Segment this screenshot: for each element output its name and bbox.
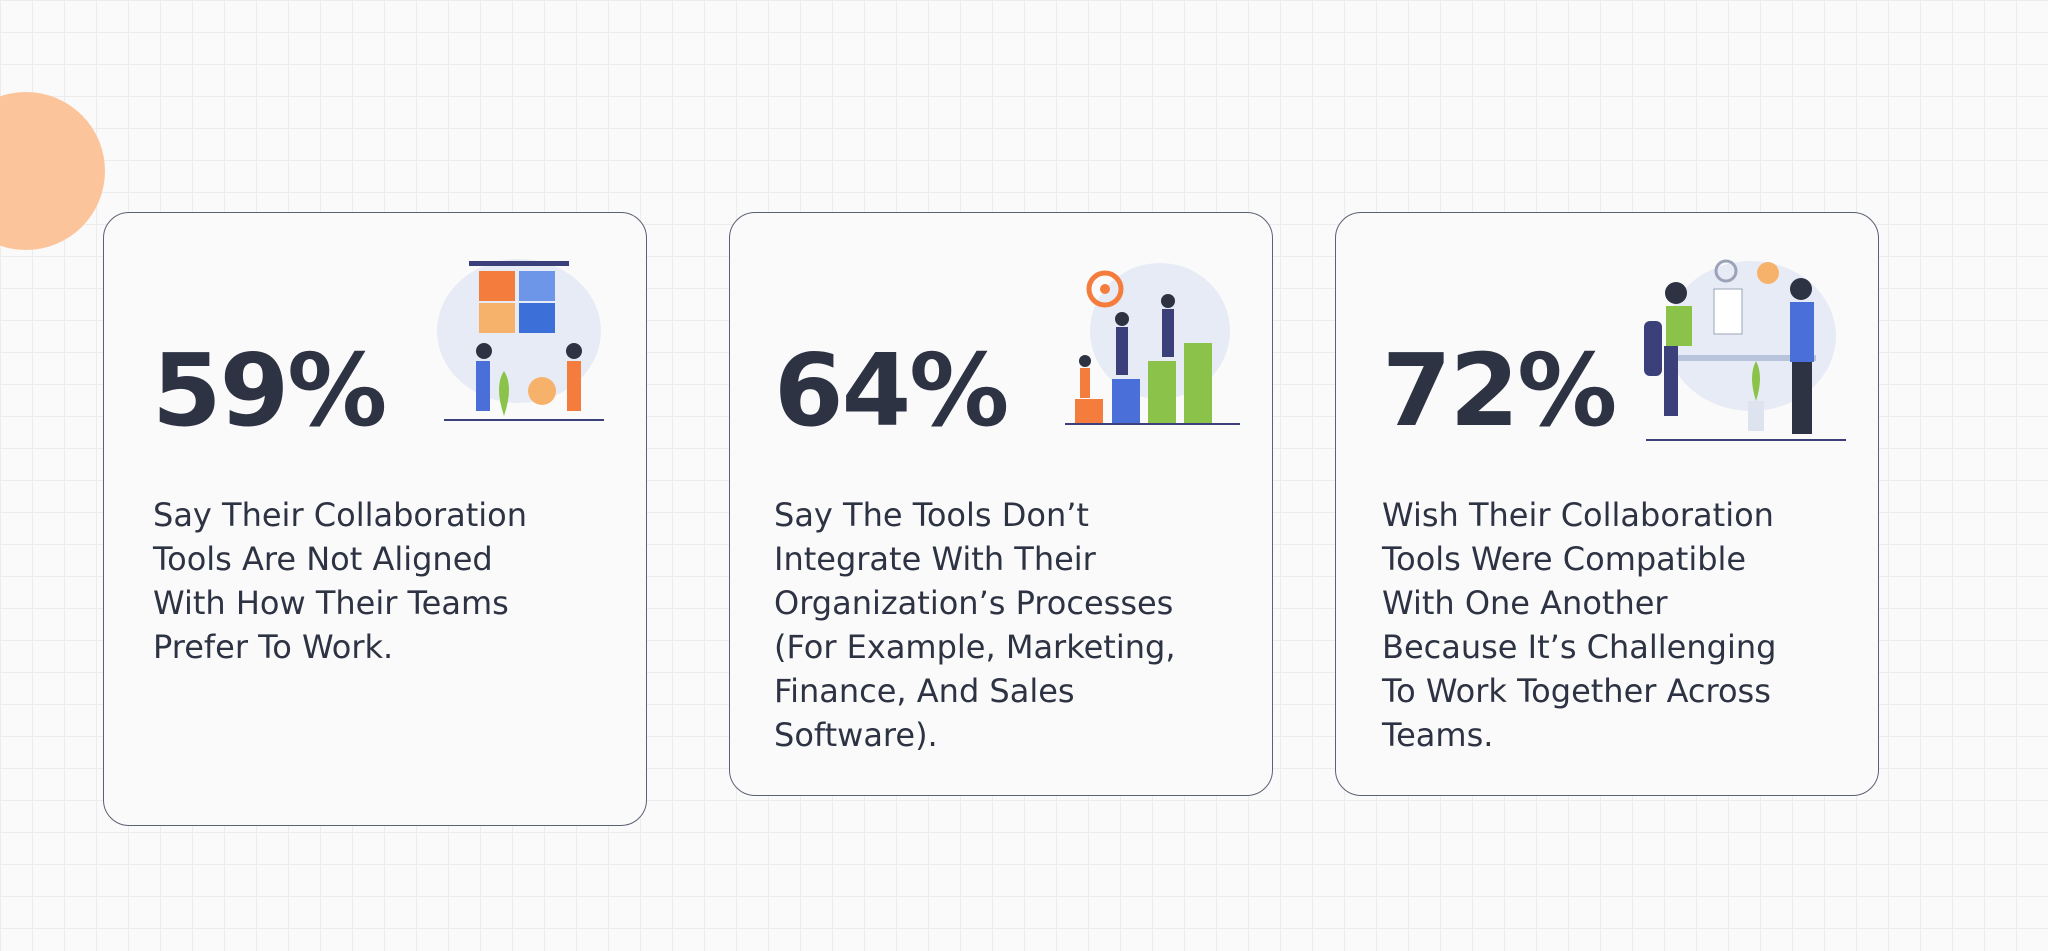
description-line: Organization’s Processes bbox=[774, 584, 1174, 622]
stat-value: 72% bbox=[1382, 332, 1617, 449]
description-line: Because It’s Challenging bbox=[1382, 628, 1777, 666]
stat-card: 59% Say Their Collaboration Tools Are Not… bbox=[103, 212, 647, 826]
stat-card: 72% Wish Their Collaboration Tools Were C… bbox=[1335, 212, 1879, 796]
illustration bbox=[1644, 259, 1846, 441]
stat-card: 64% Say The Tools Don’t Integrate With Th… bbox=[729, 212, 1273, 796]
stat-value: 64% bbox=[774, 332, 1009, 449]
description-line: Tools Are Not Aligned bbox=[153, 540, 493, 578]
description-line: With How Their Teams bbox=[153, 584, 509, 622]
stat-value: 59% bbox=[152, 332, 387, 449]
description-line: Teams. bbox=[1382, 716, 1494, 754]
stat-description: Say The Tools Don’t Integrate With Their O… bbox=[774, 493, 1175, 757]
description-line: With One Another bbox=[1382, 584, 1668, 622]
description-line: Prefer To Work. bbox=[153, 628, 394, 666]
description-line: Integrate With Their bbox=[774, 540, 1096, 578]
description-line: Wish Their Collaboration bbox=[1382, 496, 1774, 534]
description-line: (For Example, Marketing, bbox=[774, 628, 1176, 666]
description-line: Software). bbox=[774, 716, 938, 754]
description-line: To Work Together Across bbox=[1382, 672, 1771, 710]
description-line: Say Their Collaboration bbox=[153, 496, 528, 534]
illustration bbox=[437, 259, 604, 421]
stat-description: Say Their Collaboration Tools Are Not Ali… bbox=[153, 493, 527, 669]
description-line: Finance, And Sales bbox=[774, 672, 1075, 710]
illustration bbox=[1065, 263, 1240, 425]
stat-description: Wish Their Collaboration Tools Were Compa… bbox=[1382, 493, 1776, 757]
description-line: Say The Tools Don’t bbox=[774, 496, 1089, 534]
decor-circle bbox=[0, 92, 105, 250]
description-line: Tools Were Compatible bbox=[1382, 540, 1747, 578]
